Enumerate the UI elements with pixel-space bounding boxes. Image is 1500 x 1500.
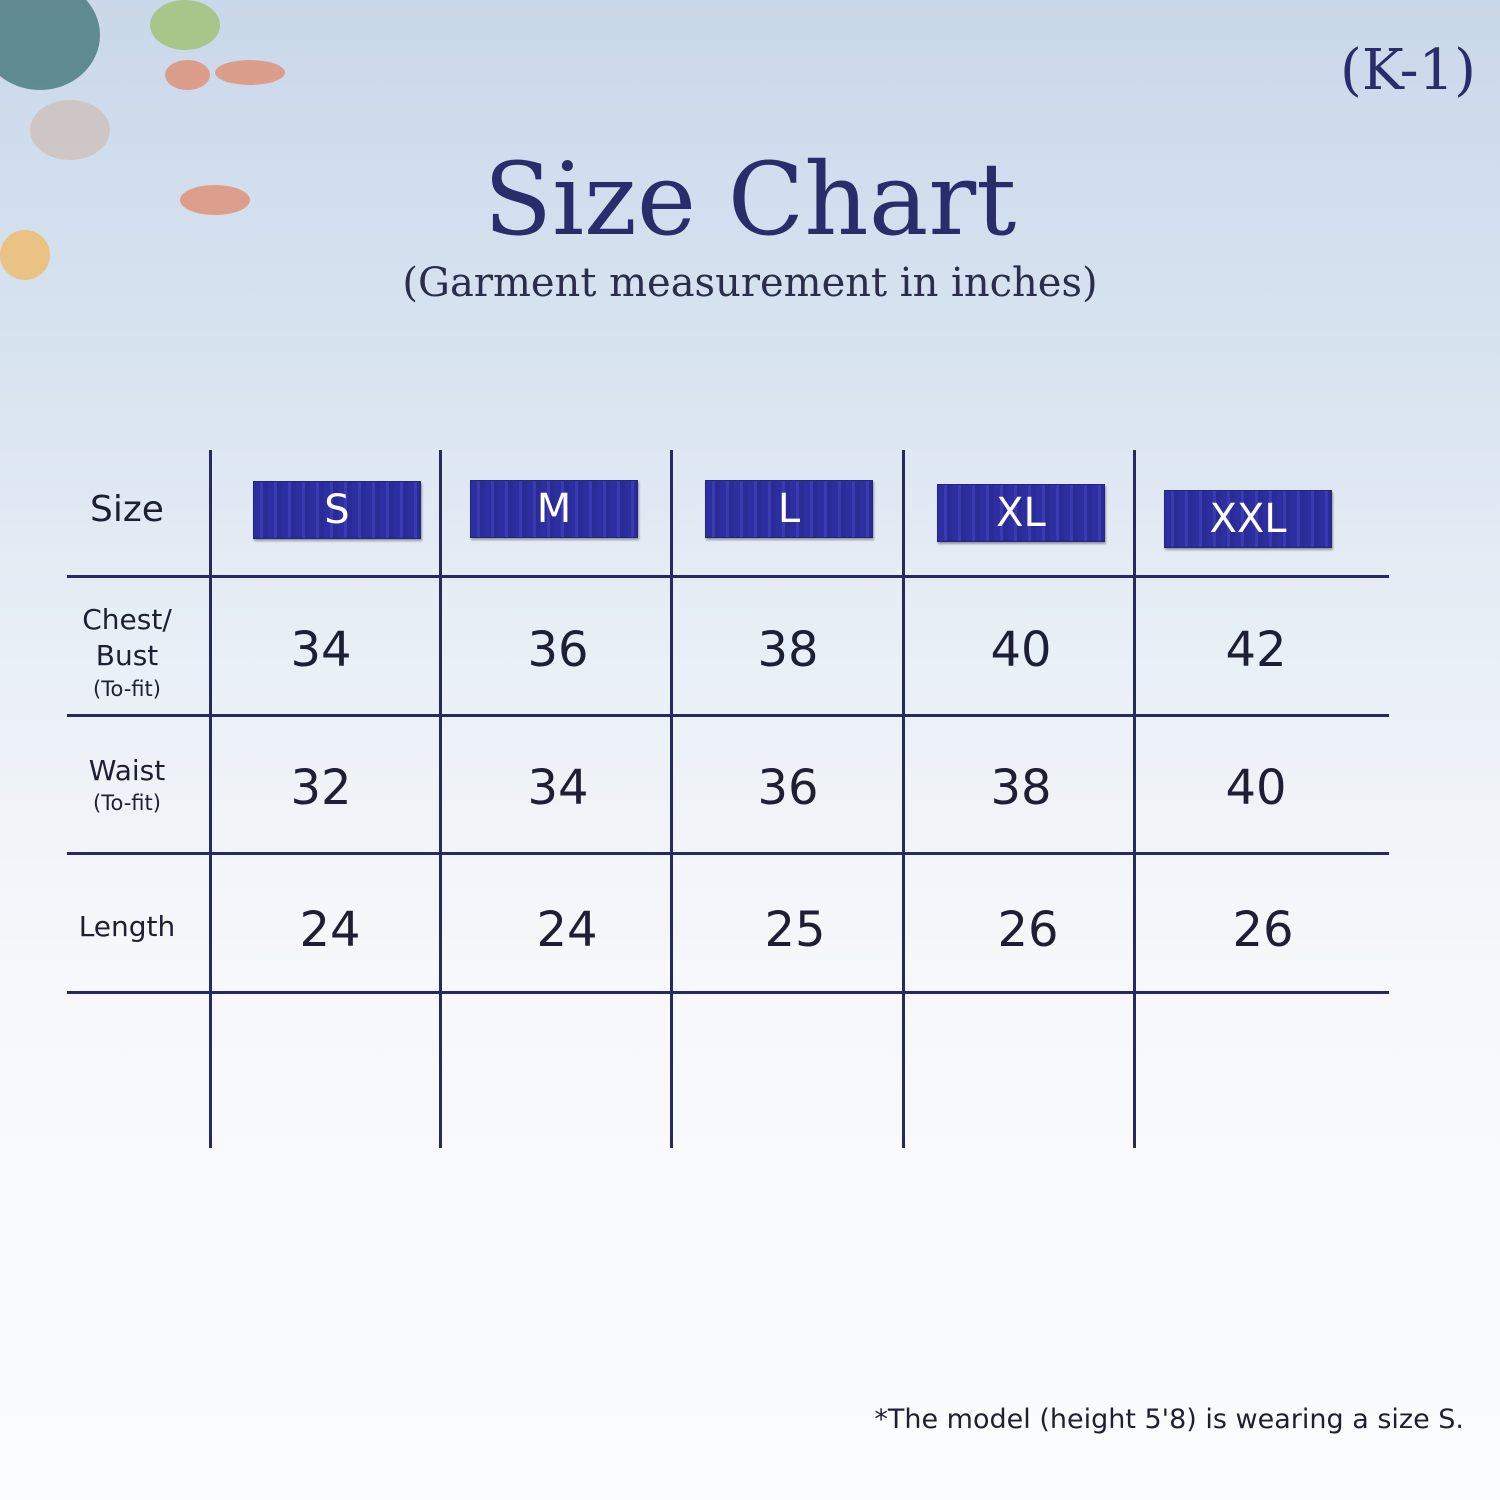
grid-line	[67, 714, 1389, 717]
cell-value: 38	[757, 622, 819, 678]
size-badge-xxl: XXL	[1164, 490, 1332, 548]
cell-value: 38	[990, 760, 1052, 816]
grid-line	[67, 575, 1389, 578]
product-code: (K-1)	[1339, 38, 1476, 103]
cell-value: 26	[1232, 902, 1294, 958]
grid-line	[902, 450, 905, 1148]
row-label-text: Waist	[88, 754, 166, 787]
grid-line	[670, 450, 673, 1148]
cell-value: 34	[527, 760, 589, 816]
size-badge-xl: XL	[937, 484, 1105, 542]
cell-value: 40	[990, 622, 1052, 678]
grid-line	[67, 991, 1389, 994]
cell-value: 42	[1225, 622, 1287, 678]
row-label-sub: (To-fit)	[93, 677, 161, 701]
grid-line	[209, 450, 212, 1148]
cell-value: 24	[536, 902, 598, 958]
cell-value: 34	[290, 622, 352, 678]
model-note: *The model (height 5'8) is wearing a siz…	[874, 1404, 1464, 1435]
row-label-waist: Waist (To-fit)	[57, 754, 197, 818]
cell-value: 25	[764, 902, 826, 958]
row-label-chest: Chest/ Bust (To-fit)	[57, 602, 197, 704]
size-badge-s: S	[253, 481, 421, 539]
grid-line	[439, 450, 442, 1148]
page-subtitle: (Garment measurement in inches)	[402, 260, 1098, 306]
row-label-length: Length	[57, 910, 197, 944]
size-badge-m: M	[470, 480, 638, 538]
cell-value: 26	[997, 902, 1059, 958]
row-label-sub: (To-fit)	[93, 791, 161, 815]
grid-line	[1133, 450, 1136, 1148]
size-badge-l: L	[705, 480, 873, 538]
cell-value: 36	[757, 760, 819, 816]
size-header-label: Size	[90, 489, 164, 530]
cell-value: 32	[290, 760, 352, 816]
cell-value: 40	[1225, 760, 1287, 816]
row-label-text: Chest/ Bust	[82, 603, 172, 672]
cell-value: 36	[527, 622, 589, 678]
row-label-text: Length	[78, 910, 176, 943]
cell-value: 24	[299, 902, 361, 958]
grid-line	[67, 852, 1389, 855]
page-title: Size Chart	[483, 141, 1017, 258]
